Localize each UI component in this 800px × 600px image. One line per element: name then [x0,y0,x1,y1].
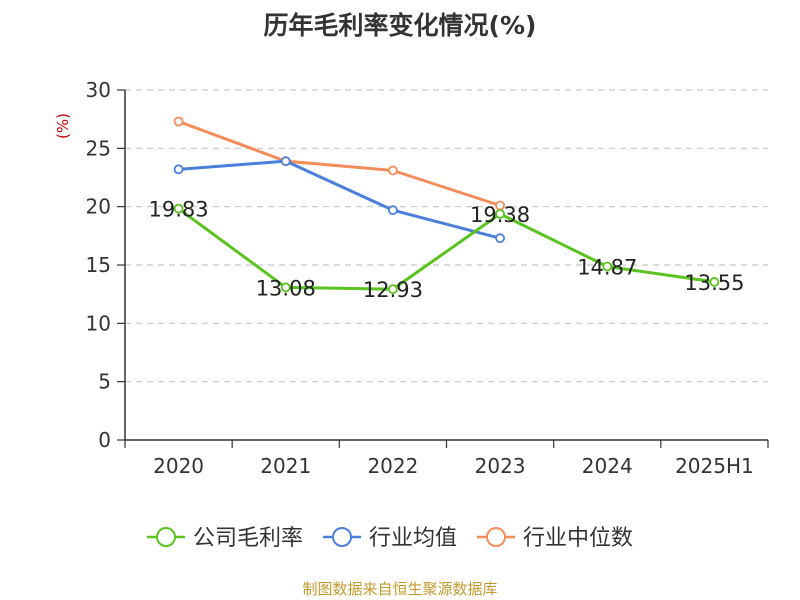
data-point [173,116,184,127]
data-label: 12.93 [363,278,423,302]
data-label: 19.83 [149,198,209,222]
x-tick-label: 2021 [260,454,311,478]
data-point [388,284,398,295]
data-label: 14.87 [577,256,637,280]
legend-label: 行业均值 [369,526,457,551]
series-1 [173,203,720,295]
series-2 [173,156,505,244]
x-tick-label: 2022 [367,454,418,478]
data-point [280,156,291,167]
data-point [173,203,184,214]
x-tick-labels: 2020 2021 2022 2023 2024 2025H1 [153,454,754,478]
data-point [495,208,505,219]
y-tick-label: 0 [98,428,111,452]
legend-swatch-marker [332,527,352,547]
x-tick-label: 2023 [475,454,526,478]
chart-title: 历年毛利率变化情况(%) [263,11,537,40]
y-tick-label: 15 [86,253,111,277]
y-axis-unit-label: (%) [54,113,72,139]
series-line [178,120,501,207]
series-line [178,159,501,240]
series-line [177,207,715,291]
data-point [388,205,398,216]
y-tick-label: 20 [86,195,111,219]
y-tick-label: 10 [86,311,111,335]
x-tick-label: 2020 [153,454,204,478]
x-tick-label: 2024 [582,454,633,478]
legend-item: 行业中位数 [477,526,633,551]
data-point [173,164,184,175]
y-tick-label: 30 [86,78,111,102]
data-point [495,233,505,244]
data-point [388,165,398,176]
legend: 公司毛利率 行业均值 行业中位数 [147,526,633,551]
grid-lines [125,89,768,383]
y-tick-label: 5 [98,370,111,394]
legend-label: 行业中位数 [523,526,633,551]
source-note: 制图数据来自恒生聚源数据库 [302,580,498,598]
series-lines [173,116,720,295]
y-tick-labels: 0 5 10 15 20 25 30 [86,78,111,452]
legend-label: 公司毛利率 [193,526,303,551]
legend-item: 公司毛利率 [147,526,303,551]
y-tick-label: 25 [86,136,111,160]
legend-item: 行业均值 [323,526,457,551]
data-label: 13.08 [256,276,316,300]
data-label: 19.38 [470,203,530,227]
data-point [602,261,613,272]
x-tick-label: 2025H1 [675,454,754,478]
data-point [709,277,720,287]
axes [117,89,769,448]
data-label: 13.55 [684,271,744,295]
data-point [280,282,291,293]
series-3 [173,116,505,211]
legend-swatch-marker [486,527,506,547]
data-labels: 19.83 13.08 12.93 19.38 14.87 13.55 [149,198,745,303]
legend-swatch-marker [156,527,176,547]
